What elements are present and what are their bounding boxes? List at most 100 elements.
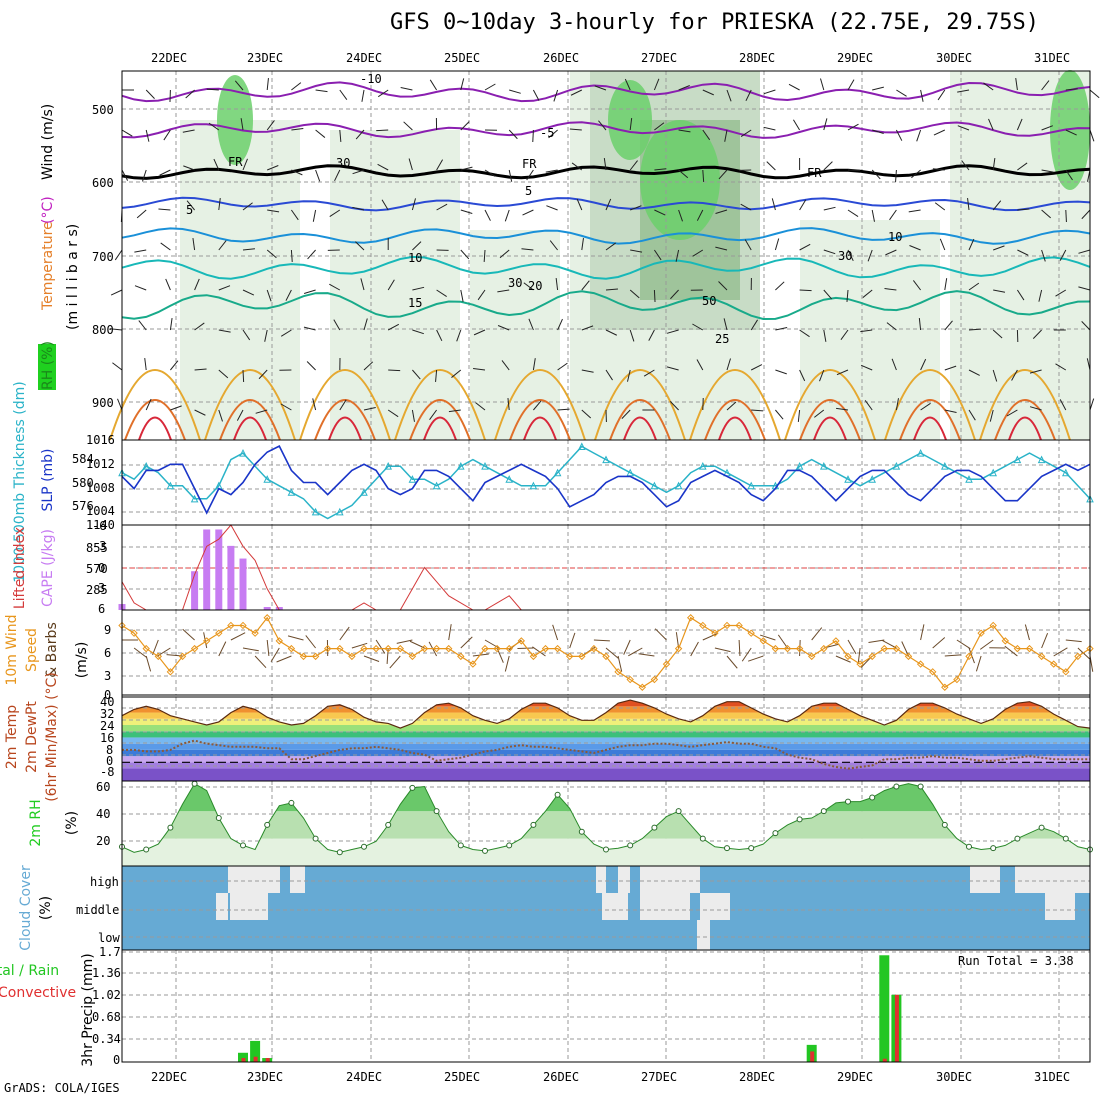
wind-barb-10m (448, 624, 452, 641)
date-tick-top: 26DEC (543, 51, 579, 65)
wind-barb (1078, 286, 1091, 291)
wind-barb (696, 359, 704, 371)
cape-axis-label: CAPE (J/kg) (40, 529, 56, 607)
wind-barb (872, 86, 884, 91)
thickness-marker (1061, 468, 1070, 477)
wind-barb (234, 80, 244, 91)
wind-barb (1017, 208, 1030, 211)
wind-barb (436, 329, 443, 342)
wind-barb (766, 161, 776, 171)
thickness-marker (481, 462, 489, 470)
rh-marker (361, 843, 367, 850)
wind-barb (653, 289, 656, 303)
wind-barb (412, 369, 421, 380)
wind-barb (508, 129, 518, 140)
wind-barb (911, 169, 921, 179)
isotherm-30 (799, 399, 861, 441)
wind-barb (303, 289, 316, 294)
wind-speed-marker (1025, 644, 1034, 653)
wind-barb (957, 125, 970, 131)
precip-label-c-text: 3hr Precip (mm) (80, 953, 96, 1066)
wind-speed-marker (517, 637, 526, 645)
rh-marker (966, 843, 972, 850)
cloud-fill (602, 893, 628, 920)
wind-barb (648, 329, 655, 341)
wind-speed-marker (977, 629, 985, 637)
wind-barb (886, 322, 897, 331)
wind-barb (255, 409, 268, 414)
wind-barb (526, 169, 534, 181)
wind-barb (429, 409, 438, 421)
isotherm-35 (233, 416, 267, 441)
wind-barb (355, 241, 365, 251)
cloud-tick: high (90, 875, 119, 889)
rh-tick: 20 (96, 834, 110, 848)
wind-barb (740, 129, 752, 137)
wind-speed-marker (190, 644, 199, 653)
wind-barb (871, 209, 875, 222)
wind-barb (363, 318, 368, 331)
wind-barb (460, 121, 470, 131)
wind-barb-10m (218, 641, 227, 657)
cloud-fill (290, 866, 305, 893)
wind-barb (895, 169, 897, 183)
wind-label-2-text: Speed (24, 628, 40, 672)
wind-barb (1065, 88, 1078, 91)
wind-unit-text: (m/s) (74, 642, 90, 679)
isotherm-30 (219, 399, 281, 441)
wind-speed-marker (965, 652, 973, 661)
li-tick: 0 (98, 561, 105, 575)
wind-tick: 6 (104, 646, 111, 660)
wind-barb-10m (133, 647, 148, 659)
wind-barb-10m (1004, 645, 1018, 657)
wind-barb (968, 369, 980, 376)
wind-barb-10m (182, 628, 195, 641)
wind-barb (992, 158, 996, 171)
precip-convective-bar (241, 1058, 246, 1062)
rh-marker (893, 783, 900, 790)
wind-barb (918, 318, 922, 331)
wind-barb-10m (605, 647, 619, 659)
isotherm-30 (704, 399, 766, 441)
wind-speed-marker (578, 652, 586, 661)
wind-barb (412, 329, 424, 335)
wind-unit: (m/s) (74, 642, 90, 679)
wind-barb (267, 165, 279, 171)
wind-barb (788, 83, 800, 91)
wind-barb (957, 89, 970, 93)
wind-barb (581, 369, 594, 373)
wind-barb (581, 280, 590, 291)
isotherm-25 (689, 369, 781, 441)
temp-label-1: 2m Temp (4, 705, 20, 769)
wind-barb (264, 329, 268, 342)
wind-barb-10m (276, 655, 292, 663)
wind-barb (908, 209, 921, 213)
wind-barb (967, 198, 970, 211)
temp-band (122, 756, 1090, 763)
li-tick: 6 (98, 602, 105, 616)
wind-barb (400, 87, 413, 91)
cloud-tick: middle (76, 903, 119, 917)
wind-barb-10m (628, 647, 643, 657)
precip-label-c: 3hr Precip (mm) (80, 953, 96, 1066)
wind-barb (473, 368, 486, 371)
wind-barb-10m (777, 634, 788, 649)
wind-speed-marker (481, 644, 489, 653)
wind-speed-marker (638, 683, 647, 691)
wind-speed-marker (590, 644, 598, 653)
wind-barb (477, 289, 486, 301)
wind-barb (598, 120, 607, 131)
wind-barb (290, 209, 299, 221)
wind-speed-marker (384, 644, 392, 653)
wind-speed-marker (529, 652, 538, 661)
wind-barb (934, 202, 946, 211)
rh-marker (457, 842, 464, 849)
isotherm-35 (718, 416, 752, 441)
wind-barb (306, 361, 316, 371)
isotherm-35 (423, 416, 457, 441)
wind-barb (376, 129, 389, 132)
wind-barb (290, 249, 293, 263)
precip-tick: 1.36 (92, 966, 121, 980)
wind-barb (484, 209, 491, 221)
thickness-marker (698, 462, 707, 470)
